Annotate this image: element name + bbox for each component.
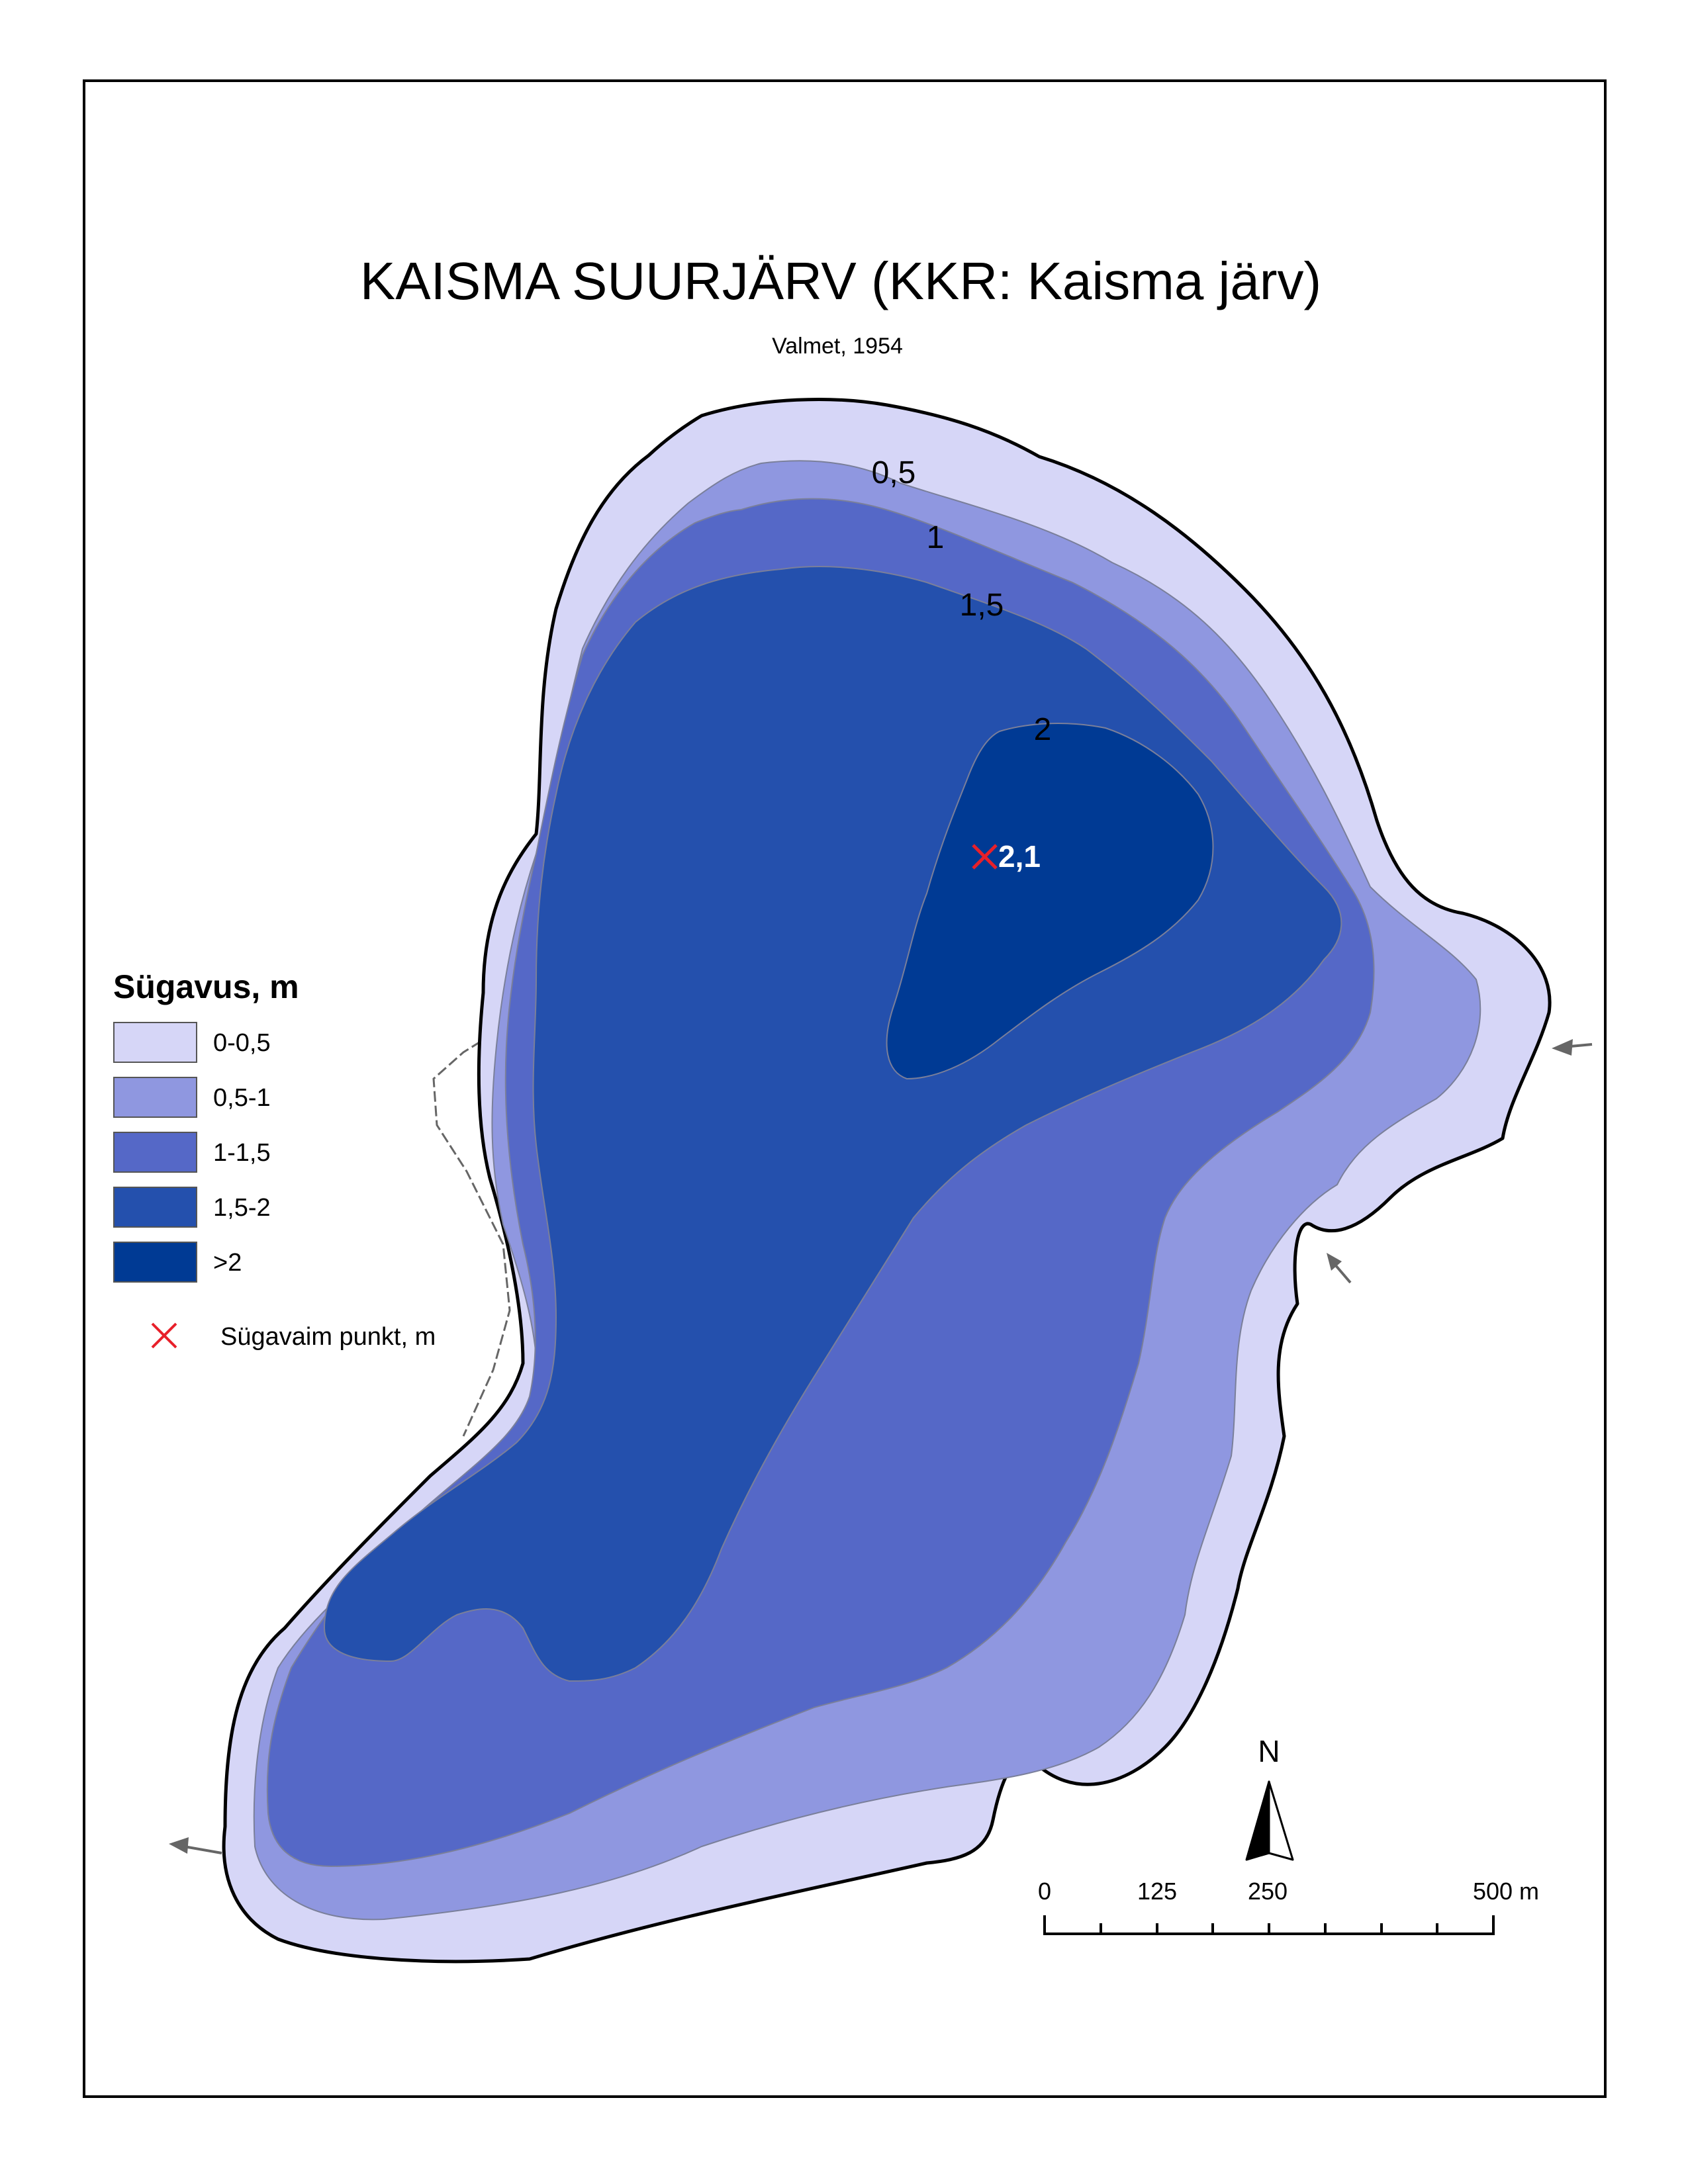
contour-label-2: 2	[1034, 712, 1052, 747]
deepest-point-marker	[972, 844, 998, 870]
streams	[169, 1032, 1593, 1854]
legend-label-gt2: >2	[213, 1249, 242, 1277]
legend-label-0-0.5: 0-0,5	[213, 1029, 271, 1057]
inflow-east-arrow-head	[1552, 1039, 1573, 1056]
legend-swatch-1-1.5	[113, 1132, 197, 1173]
legend-label-0.5-1: 0,5-1	[213, 1084, 271, 1112]
legend-deepest-marker-icon	[151, 1322, 177, 1349]
deepest-point-x-stroke-2	[972, 844, 998, 870]
contour-label-1: 1	[927, 520, 945, 555]
legend-label-1.5-2: 1,5-2	[213, 1194, 271, 1222]
map-title: KAISMA SUURJÄRV (KKR: Kaisma järv)	[360, 251, 1321, 310]
outflow-southwest-arrow-head	[169, 1837, 189, 1854]
contour-label-0.5: 0,5	[872, 455, 916, 490]
scale-label-0: 0	[1038, 1878, 1051, 1905]
legend: Sügavus, m 0-0,5 0,5-1 1-1,5 1,5-2 >2 Sü…	[113, 968, 436, 1351]
legend-swatch-gt2	[113, 1242, 197, 1283]
north-arrow: N	[1245, 1734, 1294, 1861]
deepest-point-value: 2,1	[998, 839, 1041, 874]
legend-marker-x-stroke-2	[151, 1322, 177, 1349]
legend-title: Sügavus, m	[113, 968, 299, 1005]
map-subtitle: Valmet, 1954	[772, 334, 903, 359]
north-arrow-left-half-icon	[1245, 1780, 1270, 1861]
north-arrow-right-half-icon	[1268, 1780, 1294, 1861]
scale-bar-ticks	[1043, 1915, 1495, 1935]
legend-swatch-1.5-2	[113, 1187, 197, 1228]
legend-swatch-0.5-1	[113, 1077, 197, 1118]
depth-zone-gt2	[886, 723, 1214, 1080]
inflow-southeast-arrow-head	[1327, 1253, 1342, 1271]
contour-label-1.5: 1,5	[960, 588, 1004, 623]
scale-label-500: 500 m	[1473, 1878, 1539, 1905]
inflow-southeast-arrow-line	[1333, 1263, 1352, 1284]
legend-swatch-0-0.5	[113, 1022, 197, 1063]
map-frame	[83, 79, 1607, 2098]
stream-west-dashed	[432, 1032, 511, 1437]
outflow-southwest-arrow-line	[183, 1845, 222, 1854]
lake-depth-zones	[222, 398, 1552, 1964]
scale-bar: 0 125 250 500 m	[1038, 1878, 1539, 1935]
legend-marker-label: Sügavaim punkt, m	[220, 1323, 436, 1351]
scale-label-250: 250	[1248, 1878, 1288, 1905]
north-arrow-label: N	[1258, 1734, 1280, 1768]
legend-label-1-1.5: 1-1,5	[213, 1139, 271, 1167]
scale-label-125: 125	[1137, 1878, 1177, 1905]
